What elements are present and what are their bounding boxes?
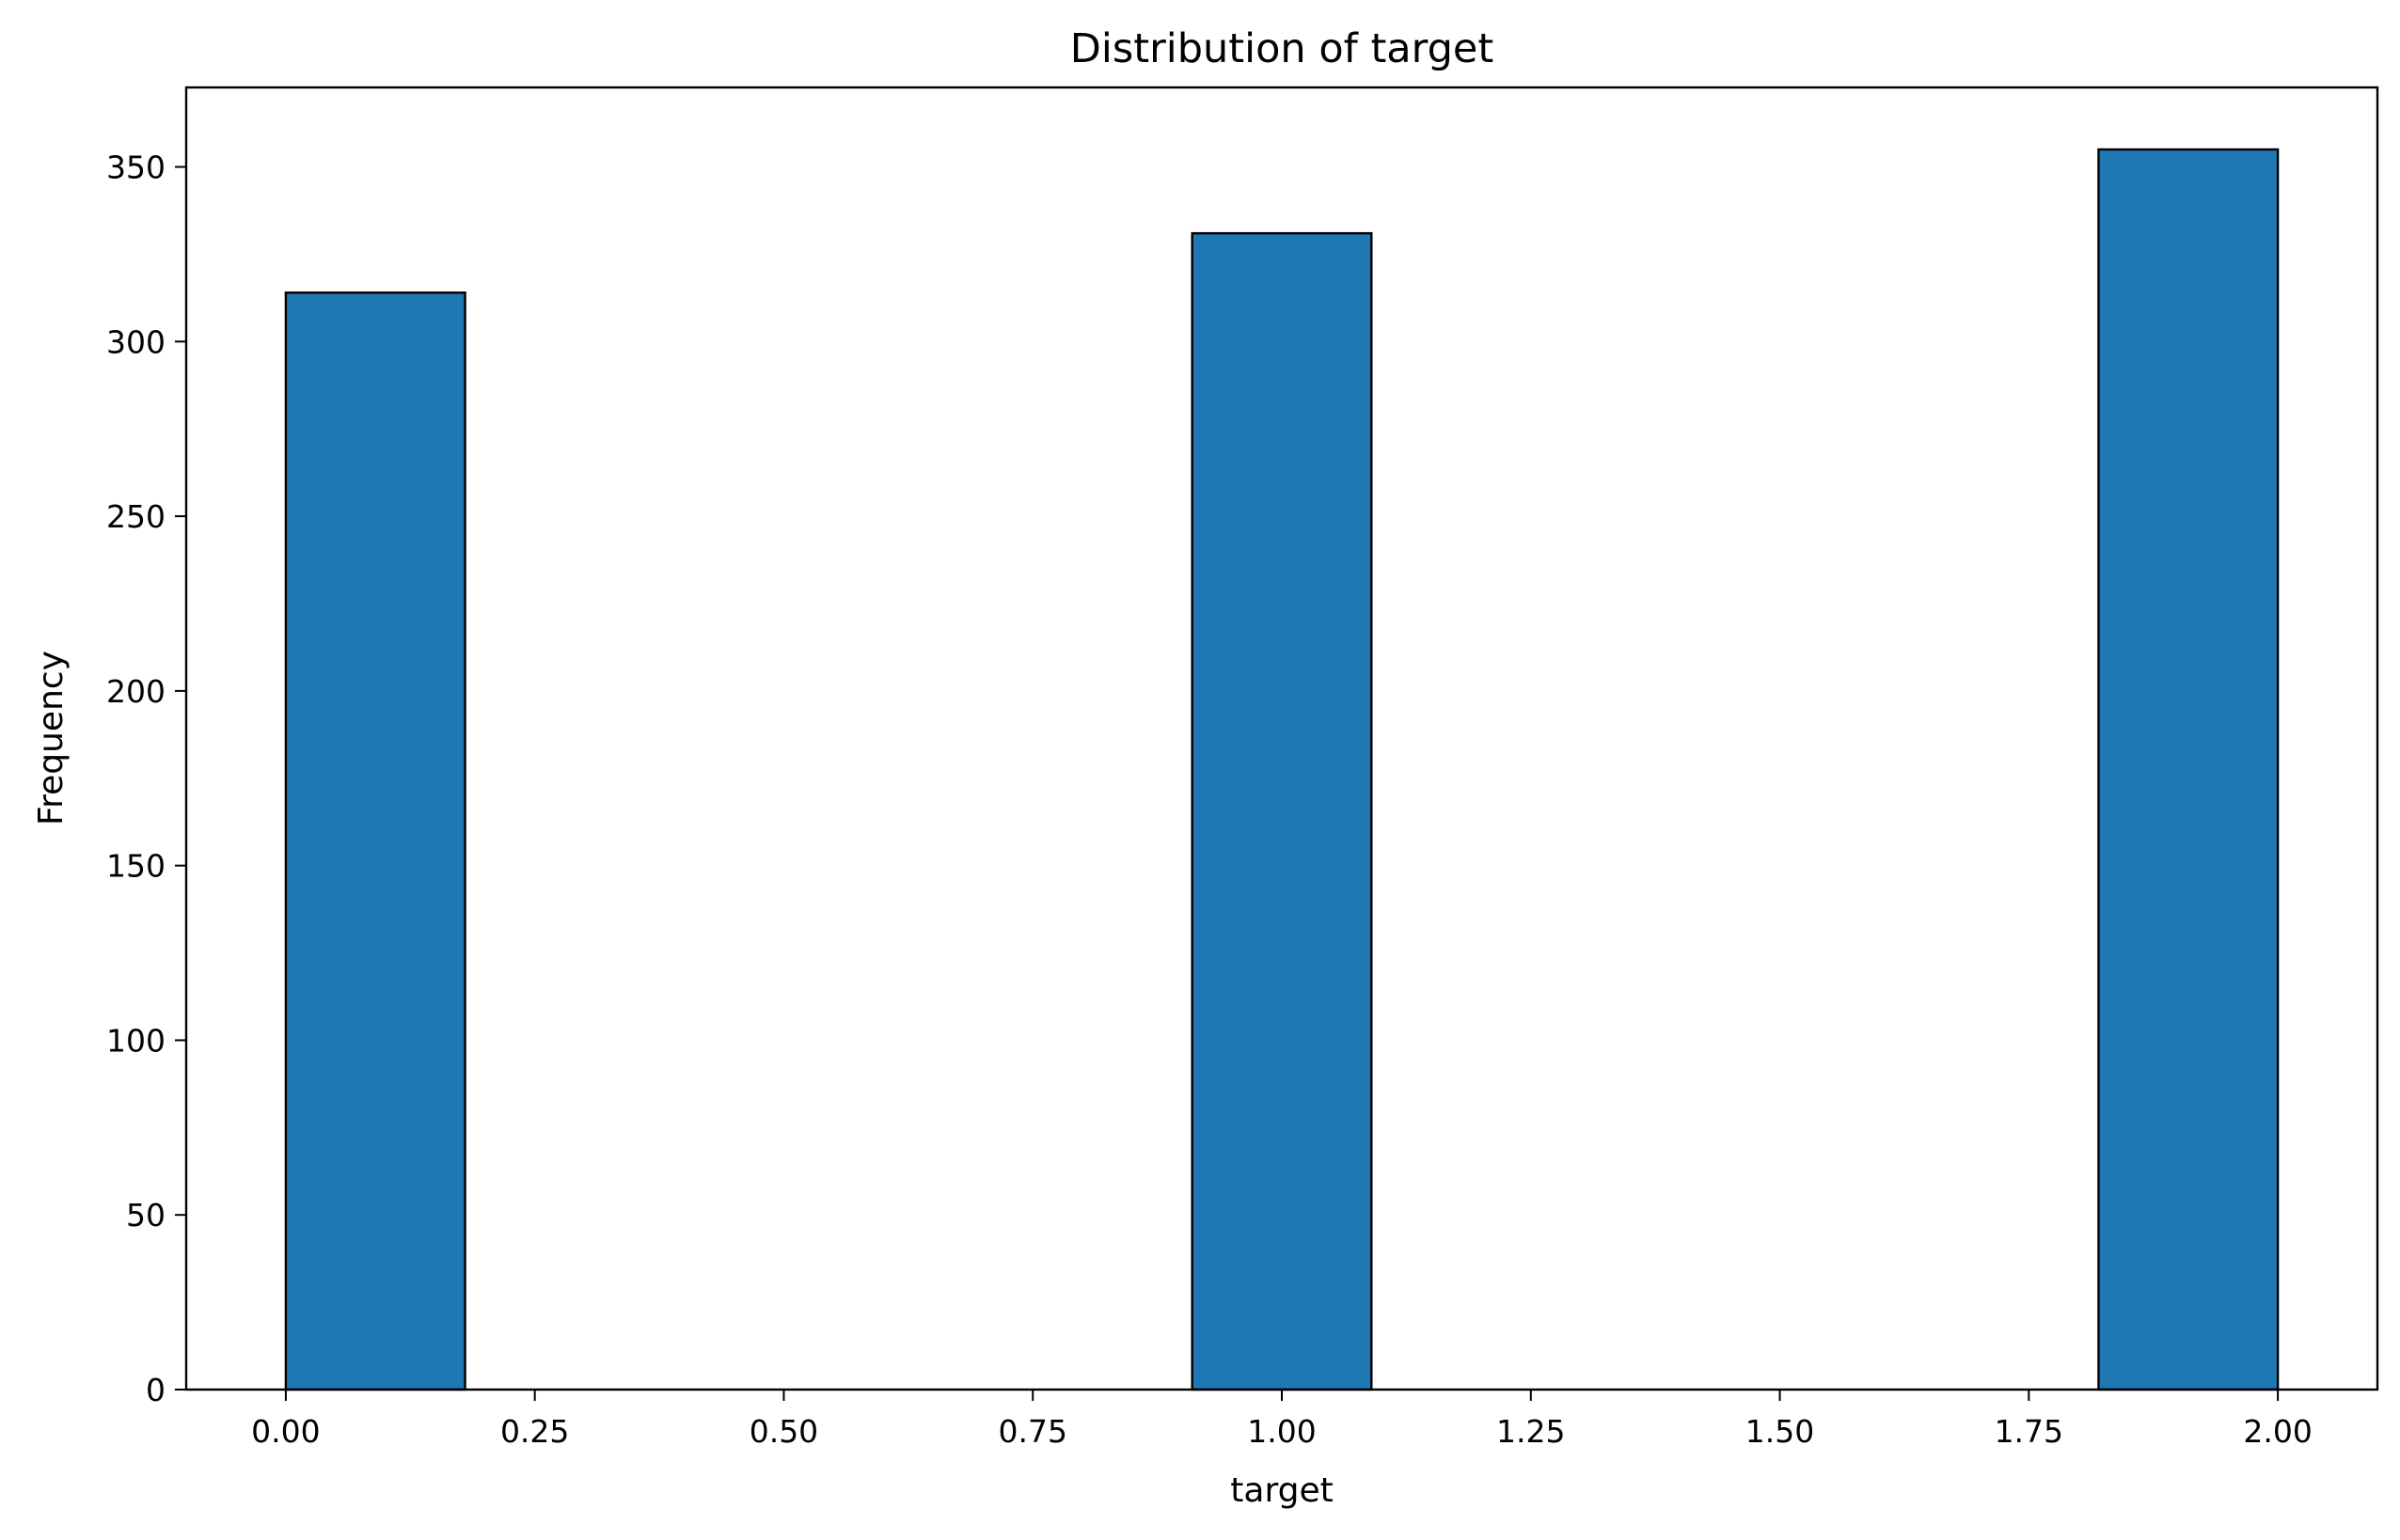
y-axis-label: Frequency	[32, 651, 71, 825]
y-tick-label: 0	[146, 1372, 166, 1408]
y-tick-label: 100	[106, 1022, 166, 1059]
y-tick-label: 150	[106, 848, 166, 885]
y-axis: 0 50 100 150 200 250 300 350	[106, 149, 186, 1408]
y-tick-label: 50	[126, 1197, 166, 1234]
histogram-bar-1	[1191, 231, 1373, 1391]
x-tick-label: 1.75	[1995, 1413, 2063, 1450]
x-tick-label: 0.50	[750, 1413, 818, 1450]
x-axis-label: target	[1230, 1471, 1333, 1510]
y-tick-label: 350	[106, 149, 166, 186]
x-tick-label: 1.25	[1496, 1413, 1565, 1450]
x-tick-label: 2.00	[2243, 1413, 2312, 1450]
x-tick-label: 0.25	[500, 1413, 569, 1450]
x-tick-label: 1.00	[1247, 1413, 1316, 1450]
y-tick-label: 250	[106, 498, 166, 535]
x-tick-label: 1.50	[1745, 1413, 1814, 1450]
y-tick-label: 200	[106, 673, 166, 710]
x-tick-label: 0.00	[251, 1413, 320, 1450]
chart-title: Distribution of target	[1070, 25, 1493, 72]
y-tick-label: 300	[106, 323, 166, 360]
x-axis: 0.00 0.25 0.50 0.75 1.00 1.25 1.50 1.75 2.00	[251, 1390, 2313, 1450]
x-tick-label: 0.75	[998, 1413, 1066, 1450]
histogram-bar-2	[2097, 148, 2280, 1391]
bars-layer	[284, 148, 2280, 1391]
histogram-bar-0	[284, 291, 466, 1391]
